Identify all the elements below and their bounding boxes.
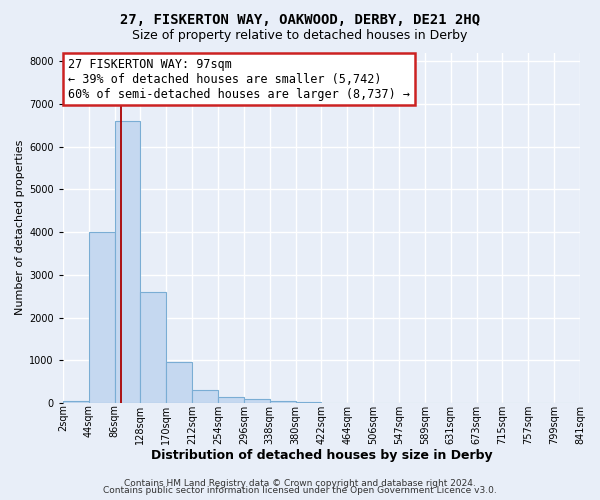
Bar (63, 402, 89, 403)
Text: 27, FISKERTON WAY, OAKWOOD, DERBY, DE21 2HQ: 27, FISKERTON WAY, OAKWOOD, DERBY, DE21 … (120, 12, 480, 26)
Bar (269, 401, 296, 403)
Bar (192, 390, 218, 403)
Text: Contains HM Land Registry data © Crown copyright and database right 2024.: Contains HM Land Registry data © Crown c… (124, 478, 476, 488)
Bar (244, 399, 269, 403)
Text: Size of property relative to detached houses in Derby: Size of property relative to detached ho… (133, 28, 467, 42)
Bar (296, 402, 322, 403)
Text: 27 FISKERTON WAY: 97sqm
← 39% of detached houses are smaller (5,742)
60% of semi: 27 FISKERTON WAY: 97sqm ← 39% of detache… (68, 58, 410, 101)
X-axis label: Distribution of detached houses by size in Derby: Distribution of detached houses by size … (151, 450, 492, 462)
Bar (218, 398, 244, 403)
Bar (89, 232, 115, 403)
Bar (166, 362, 192, 403)
Bar (115, 121, 140, 403)
Y-axis label: Number of detached properties: Number of detached properties (15, 140, 25, 316)
Text: Contains public sector information licensed under the Open Government Licence v3: Contains public sector information licen… (103, 486, 497, 495)
Bar (140, 292, 166, 403)
